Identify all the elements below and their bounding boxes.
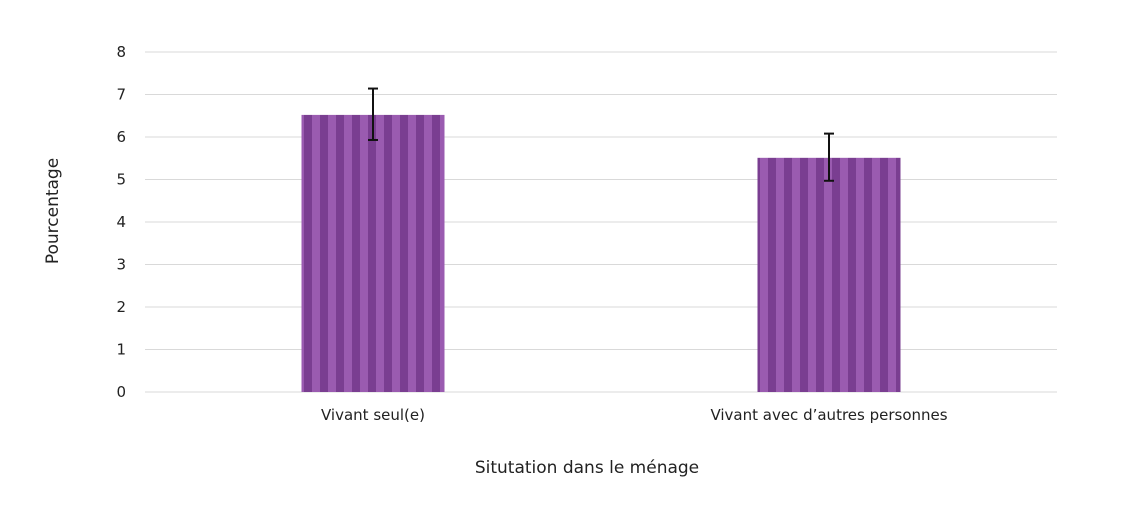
y-tick-label: 1 (116, 341, 126, 359)
y-tick-label: 0 (116, 383, 126, 401)
error-bar (368, 87, 378, 141)
y-tick-label: 6 (116, 128, 126, 146)
bars (301, 114, 901, 393)
bar (757, 157, 901, 392)
x-axis-title: Situtation dans le ménage (475, 458, 699, 478)
y-tick-label: 8 (116, 43, 126, 61)
y-tick-label: 2 (116, 298, 126, 316)
y-tick-label: 4 (116, 213, 126, 231)
error-bar (824, 132, 834, 182)
y-tick-label: 5 (116, 171, 126, 189)
error-bars (368, 87, 834, 182)
x-axis-category-labels: Vivant seul(e) Vivant avec d’autres perso… (321, 406, 948, 424)
y-axis-title: Pourcentage (43, 158, 63, 264)
x-category-label: Vivant seul(e) (321, 406, 425, 424)
gridlines (145, 51, 1057, 393)
y-tick-label: 3 (116, 256, 126, 274)
x-category-label: Vivant avec d’autres personnes (710, 406, 947, 424)
bar (301, 114, 445, 393)
y-tick-label: 7 (116, 86, 126, 104)
y-axis-tick-labels: 0 1 2 3 4 5 6 7 8 (116, 43, 126, 401)
